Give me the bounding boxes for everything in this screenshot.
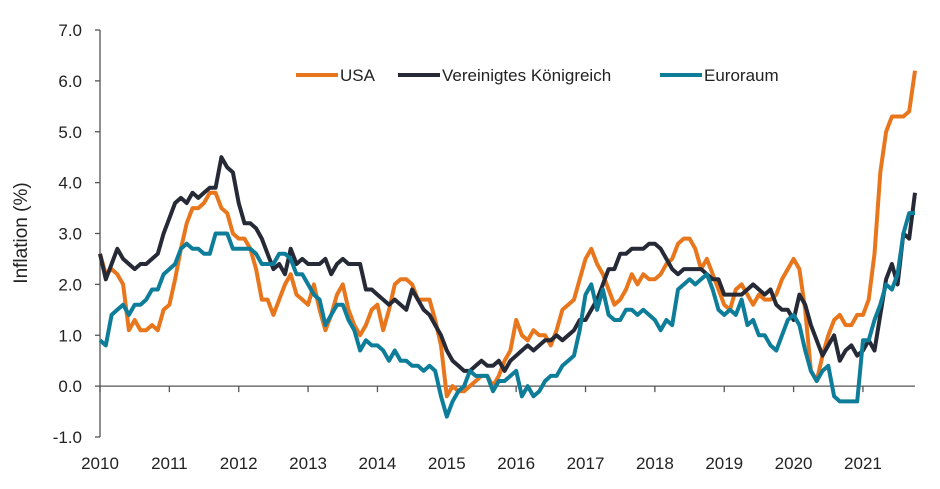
y-tick-label: 6.0 bbox=[58, 72, 82, 91]
series-line-usa bbox=[98, 70, 917, 399]
x-tick-label: 2021 bbox=[844, 454, 882, 473]
x-tick-label: 2015 bbox=[428, 454, 466, 473]
x-tick-label: 2011 bbox=[151, 454, 188, 473]
y-tick-label: -1.0 bbox=[53, 428, 82, 447]
x-tick-label: 2016 bbox=[497, 454, 535, 473]
legend-item-usa: USA bbox=[296, 66, 376, 85]
y-tick-label: 3.0 bbox=[58, 225, 82, 244]
legend-label-usa: USA bbox=[340, 66, 376, 85]
y-axis-title: Inflation (%) bbox=[11, 182, 32, 283]
series-line-vereinigtes-k-nigreich bbox=[98, 155, 917, 373]
y-tick-label: 4.0 bbox=[58, 174, 82, 193]
y-tick-label: 1.0 bbox=[58, 326, 82, 345]
legend-item-uk: Vereinigtes Königreich bbox=[398, 66, 611, 85]
legend-item-euroraum: Euroraum bbox=[660, 66, 779, 85]
axes: -1.0 0.0 1.0 2.0 3.0 4.0 5.0 6.0 7.0 2010 2011 2012… bbox=[53, 21, 915, 473]
y-tick-label: 0.0 bbox=[58, 377, 82, 396]
x-tick-label: 2019 bbox=[705, 454, 743, 473]
y-tick-label: 5.0 bbox=[58, 123, 82, 142]
y-tick-label: 7.0 bbox=[58, 21, 82, 40]
series-line-euroraum bbox=[98, 211, 915, 419]
legend-label-euroraum: Euroraum bbox=[704, 66, 779, 85]
y-tick-label: 2.0 bbox=[58, 275, 82, 294]
x-tick-label: 2017 bbox=[567, 454, 605, 473]
x-tick-label: 2013 bbox=[289, 454, 327, 473]
legend: USA Vereinigtes Königreich Euroraum bbox=[296, 66, 779, 85]
x-tick-label: 2014 bbox=[359, 454, 397, 473]
x-tick-label: 2020 bbox=[775, 454, 813, 473]
x-tick-label: 2018 bbox=[636, 454, 674, 473]
x-tick-label: 2012 bbox=[220, 454, 258, 473]
legend-label-uk: Vereinigtes Königreich bbox=[442, 66, 611, 85]
series-lines bbox=[98, 70, 917, 419]
x-tick-label: 2010 bbox=[81, 454, 119, 473]
